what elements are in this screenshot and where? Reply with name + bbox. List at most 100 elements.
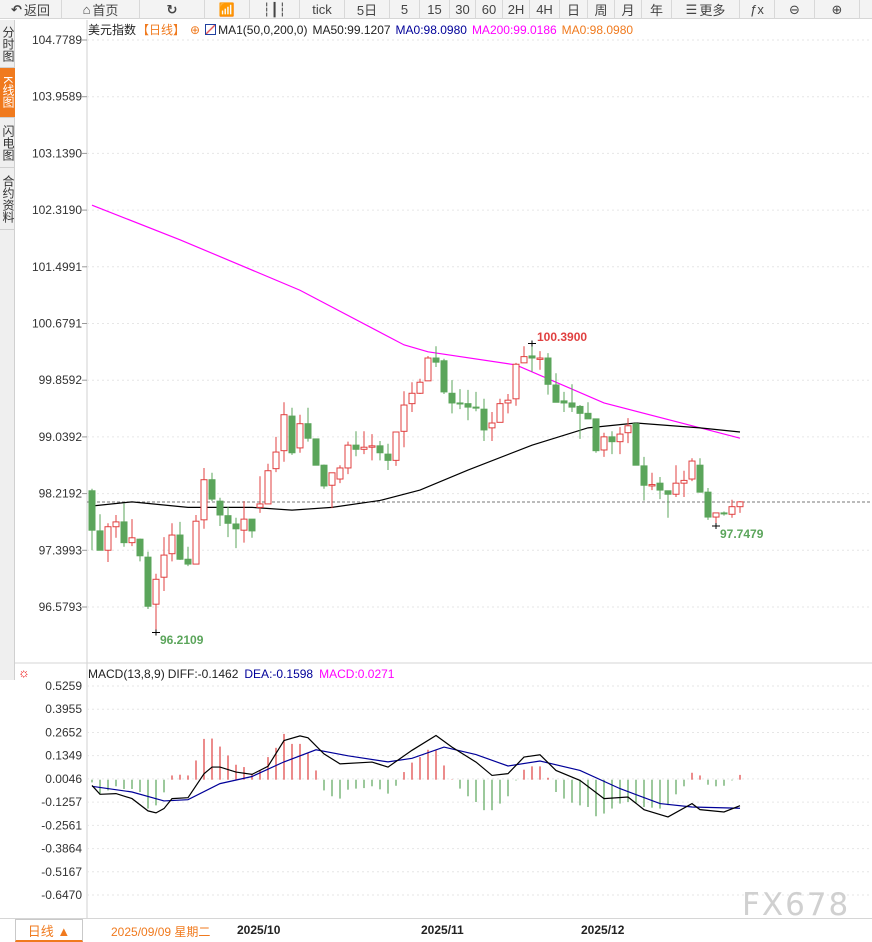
macd-tick-label: -0.2561 <box>41 818 82 832</box>
price-tick-label: 101.4991 <box>32 260 82 274</box>
candle-body <box>728 506 736 515</box>
candle-body <box>472 406 480 409</box>
candle-body <box>512 363 520 400</box>
candle-body <box>640 465 648 486</box>
tab-contract-info[interactable]: 合约资料 <box>0 168 15 230</box>
period-button[interactable]: 日线 ▲ <box>15 919 83 942</box>
toolbar-button-back-arrow[interactable]: ↶ 返回 <box>0 0 62 19</box>
toolbar-button-60[interactable]: 60 <box>476 0 503 19</box>
toolbar-button-zoom-out[interactable]: ⊖ <box>775 0 815 19</box>
tab-timeshare[interactable]: 分时图 <box>0 20 15 68</box>
candle-body <box>688 460 696 480</box>
candle-body <box>160 554 168 578</box>
toolbar-button-4H[interactable]: 4H <box>530 0 560 19</box>
price-tick-label: 99.8592 <box>39 373 83 387</box>
candle-body <box>648 484 656 487</box>
candle-body <box>392 431 400 461</box>
add-indicator-icon[interactable]: ⊕ <box>190 22 201 37</box>
toolbar-label: 2H <box>507 2 525 17</box>
candle-body <box>312 438 320 466</box>
diff-line <box>91 734 741 818</box>
candle-body <box>168 534 176 555</box>
toolbar-label: 更多 <box>699 3 726 18</box>
candle-body <box>152 578 160 605</box>
tab-flash-chart[interactable]: 闪电图 <box>0 118 15 168</box>
toolbar-button-2H[interactable]: 2H <box>503 0 530 19</box>
toolbar-button-周[interactable]: 周 <box>588 0 615 19</box>
tab-kline[interactable]: K线图 <box>0 68 15 118</box>
candle-body <box>192 520 200 565</box>
candle-body <box>88 490 96 531</box>
macd-tick-label: 0.3955 <box>45 702 82 716</box>
candle-body <box>280 414 288 452</box>
candle-body <box>304 423 312 439</box>
candle-body <box>216 500 224 516</box>
toolbar-button-formula[interactable]: ƒx <box>740 0 775 19</box>
formula-icon: ƒx <box>750 2 764 17</box>
month-label: 2025/10 <box>237 923 281 937</box>
toolbar-button-refresh[interactable]: ↻ <box>140 0 205 19</box>
candle-body <box>736 501 744 508</box>
ma200-line <box>91 204 741 439</box>
toolbar-button-zoom-in[interactable]: ⊕ <box>815 0 860 19</box>
recent-low-annotation: 97.7479 <box>720 527 764 541</box>
toolbar-label: 日 <box>566 3 580 18</box>
candle-body <box>200 479 208 521</box>
low-annotation: 96.2109 <box>160 633 204 647</box>
candle-body <box>376 445 384 454</box>
macd-tick-label: -0.1257 <box>41 795 82 809</box>
candle-body <box>488 422 496 429</box>
macd-tick-label: 0.5259 <box>45 679 82 693</box>
candle-body <box>248 518 256 532</box>
toolbar-button-menu[interactable]: ☰ 更多 <box>672 0 740 19</box>
ma200-value: MA200:99.0186 <box>471 22 557 37</box>
home-icon: ⌂ <box>82 2 91 17</box>
candle-body <box>480 408 488 431</box>
candle-body <box>368 445 376 448</box>
candle-body <box>608 436 616 443</box>
candle-body <box>416 381 424 394</box>
toolbar-button-年[interactable]: 年 <box>642 0 672 19</box>
time-axis: 日线 ▲ 2025/09/09 星期二 2025/10 2025/11 2025… <box>0 918 872 942</box>
candle-body <box>680 479 688 484</box>
macd-tick-label: -0.6470 <box>41 888 82 902</box>
toolbar-button-tick[interactable]: tick <box>300 0 345 19</box>
toolbar-button-candlestick[interactable]: ┆┃┆ <box>250 0 300 19</box>
price-tick-label: 97.3993 <box>39 543 83 557</box>
candle-body <box>136 538 144 557</box>
toolbar-label: 首页 <box>92 3 119 18</box>
toolbar-button-5[interactable]: 5 <box>390 0 420 19</box>
menu-icon: ☰ <box>685 1 698 17</box>
candle-body <box>696 464 704 493</box>
diff-value: DIFF:-0.1462 <box>167 667 239 681</box>
sidebar: 分时图 K线图 闪电图 合约资料 <box>0 20 15 680</box>
toolbar-label: 返回 <box>23 3 50 18</box>
macd-tick-label: 0.0046 <box>45 772 82 786</box>
candle-body <box>456 402 464 405</box>
candle-body <box>592 418 600 452</box>
candlestick-icon: ┆┃┆ <box>262 1 287 17</box>
price-tick-label: 100.6791 <box>32 317 82 331</box>
price-tick-label: 99.0392 <box>39 430 83 444</box>
candle-body <box>344 444 352 469</box>
toolbar-button-30[interactable]: 30 <box>450 0 476 19</box>
watermark-logo: FX678 <box>742 887 851 923</box>
toolbar-button-5日[interactable]: 5日 <box>345 0 390 19</box>
toolbar-button-bar-chart[interactable]: 📶 <box>205 0 250 19</box>
candle-body <box>400 404 408 432</box>
candle-body <box>600 436 608 451</box>
toolbar-button-home[interactable]: ⌂ 首页 <box>62 0 140 19</box>
toolbar-button-日[interactable]: 日 <box>560 0 588 19</box>
toolbar-button-月[interactable]: 月 <box>615 0 642 19</box>
candle-body <box>616 433 624 443</box>
macd-settings-icon[interactable]: ☼ <box>18 665 30 680</box>
dea-line <box>91 746 741 809</box>
candle-body <box>296 423 304 449</box>
candle-body <box>328 472 336 486</box>
candle-body <box>104 526 112 551</box>
indicator-icon[interactable] <box>205 24 217 35</box>
candle-body <box>576 405 584 414</box>
candle-body <box>552 384 560 403</box>
toolbar-button-15[interactable]: 15 <box>420 0 450 19</box>
